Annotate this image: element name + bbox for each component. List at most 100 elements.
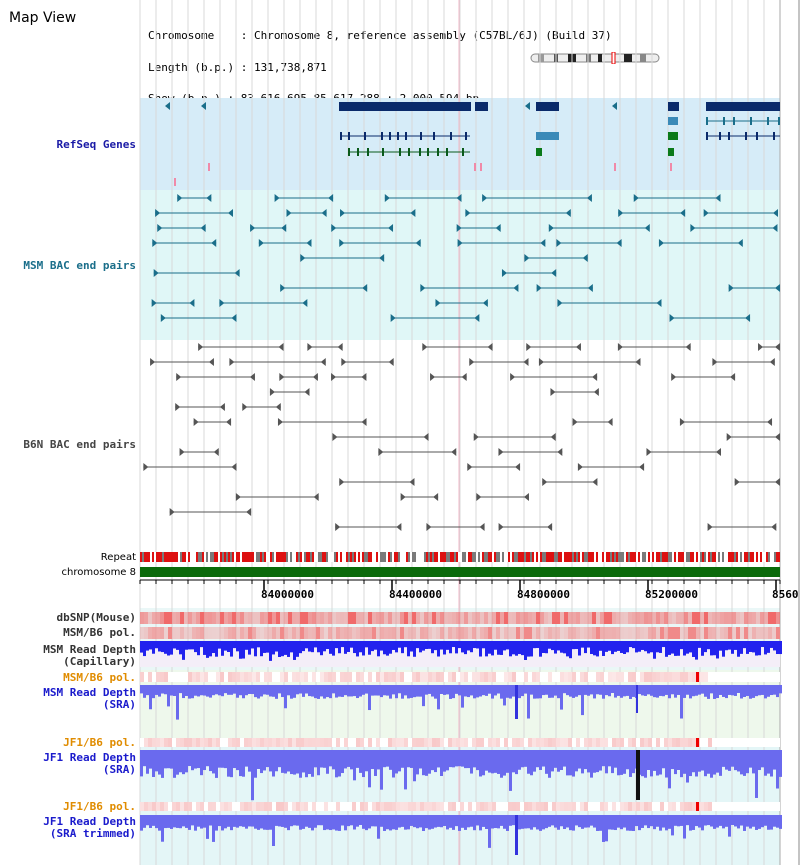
msm-bac-label[interactable]: MSM BAC end pairs	[23, 259, 136, 272]
repeat-label[interactable]: Repeat	[100, 552, 136, 563]
sra-bar	[656, 815, 659, 827]
sra-bar	[683, 750, 686, 774]
repeat-bar	[408, 552, 410, 562]
jf1-depth-sra-label1[interactable]: JF1 Read Depth	[43, 751, 136, 764]
msm-b6-pol2-label[interactable]: MSM/B6 pol.	[63, 671, 136, 684]
sra-bar	[308, 815, 311, 828]
refseq-label[interactable]: RefSeq Genes	[56, 138, 136, 151]
bac-end	[286, 209, 292, 217]
heat-cell	[624, 612, 628, 624]
msm-depth-cap-label1[interactable]: MSM Read Depth	[43, 643, 136, 656]
msm-depth-sra-label1[interactable]: MSM Read Depth	[43, 686, 136, 699]
heat-cell	[288, 612, 292, 624]
depth-bar	[197, 641, 200, 656]
heat-cell	[576, 627, 580, 639]
pol-cell	[228, 738, 232, 747]
sra-bar	[458, 815, 461, 831]
sra-bar	[524, 685, 527, 694]
heat-cell	[696, 627, 700, 639]
msm-b6-pol-label[interactable]: MSM/B6 pol.	[63, 626, 136, 639]
sra-bar	[221, 685, 224, 697]
jf1-b6-pol-label[interactable]: JF1/B6 pol.	[63, 736, 136, 749]
pol-cell	[320, 738, 324, 747]
depth-bar	[548, 641, 551, 649]
pol-cell	[644, 802, 648, 811]
depth-bar	[641, 641, 644, 650]
depth-bar	[698, 641, 701, 648]
sra-bar	[749, 685, 752, 699]
depth-bar	[743, 641, 746, 649]
heat-cell	[316, 612, 320, 624]
depth-bar	[362, 641, 365, 656]
heat-cell	[440, 612, 444, 624]
pol-cell	[148, 738, 152, 747]
pol-cell	[584, 802, 588, 811]
heat-cell	[764, 627, 768, 639]
repeat-bar	[624, 552, 626, 562]
repeat-bar	[544, 552, 546, 562]
pol-cell	[668, 802, 672, 811]
depth-bar	[182, 641, 185, 660]
heat-cell	[424, 612, 428, 624]
pol-cell	[252, 672, 256, 682]
sra-bar	[230, 815, 233, 831]
sra-bar	[389, 685, 392, 699]
sra-bar	[671, 815, 674, 836]
exon	[756, 132, 758, 140]
sra-bar	[323, 750, 326, 768]
depth-bar	[569, 641, 572, 659]
pol-cell	[652, 672, 656, 682]
pol-cell	[592, 738, 596, 747]
repeat-bar	[258, 552, 260, 562]
pol-cell	[568, 672, 572, 682]
bac-end	[769, 358, 775, 366]
bac-end	[410, 209, 416, 217]
bac-end	[312, 373, 318, 381]
repeat-bar	[498, 552, 500, 562]
sra-bar	[668, 815, 671, 829]
repeat-bar	[468, 552, 470, 562]
heat-cell	[176, 627, 180, 639]
heat-cell	[168, 612, 172, 624]
pol-cell	[376, 802, 380, 811]
sra-bar	[695, 815, 698, 827]
bac-end	[592, 373, 598, 381]
heat-cell	[508, 612, 512, 624]
repeat-bar	[252, 552, 254, 562]
depth-bar	[428, 641, 431, 649]
depth-bar	[146, 641, 149, 651]
depth-bar	[281, 641, 284, 657]
depth-bar	[236, 641, 239, 652]
repeat-bar	[216, 552, 218, 562]
sra-bar	[284, 815, 287, 828]
sra-bar	[203, 815, 206, 828]
depth-bar	[284, 641, 287, 655]
depth-bar	[674, 641, 677, 656]
sra-bar	[362, 815, 365, 829]
b6n-bac-label[interactable]: B6N BAC end pairs	[23, 438, 136, 451]
pol-cell	[424, 802, 428, 811]
jf1-b6-pol2-label[interactable]: JF1/B6 pol.	[63, 800, 136, 813]
repeat-bar	[428, 552, 430, 562]
chromosome-label[interactable]: chromosome 8	[61, 567, 136, 578]
depth-bar	[416, 641, 419, 649]
heat-cell	[376, 627, 380, 639]
pol-cell	[400, 802, 404, 811]
repeat-bar	[586, 552, 588, 562]
chromosome-ideogram[interactable]	[528, 52, 662, 64]
pol-cell	[648, 738, 652, 747]
repeat-bar	[566, 552, 568, 562]
sra-bar	[563, 750, 566, 767]
bac-end	[219, 299, 225, 307]
sra-bar	[347, 815, 350, 827]
heat-cell	[608, 627, 612, 639]
depth-bg	[140, 641, 780, 667]
dbsnp-label[interactable]: dbSNP(Mouse)	[56, 611, 136, 624]
heat-cell	[364, 612, 368, 624]
pol-cell	[256, 738, 260, 747]
heat-cell	[408, 627, 412, 639]
jf1-depth-trim-label1[interactable]: JF1 Read Depth	[43, 815, 136, 828]
heat-cell	[204, 612, 208, 624]
sra-bar	[659, 685, 662, 696]
depth-bar	[515, 641, 518, 656]
